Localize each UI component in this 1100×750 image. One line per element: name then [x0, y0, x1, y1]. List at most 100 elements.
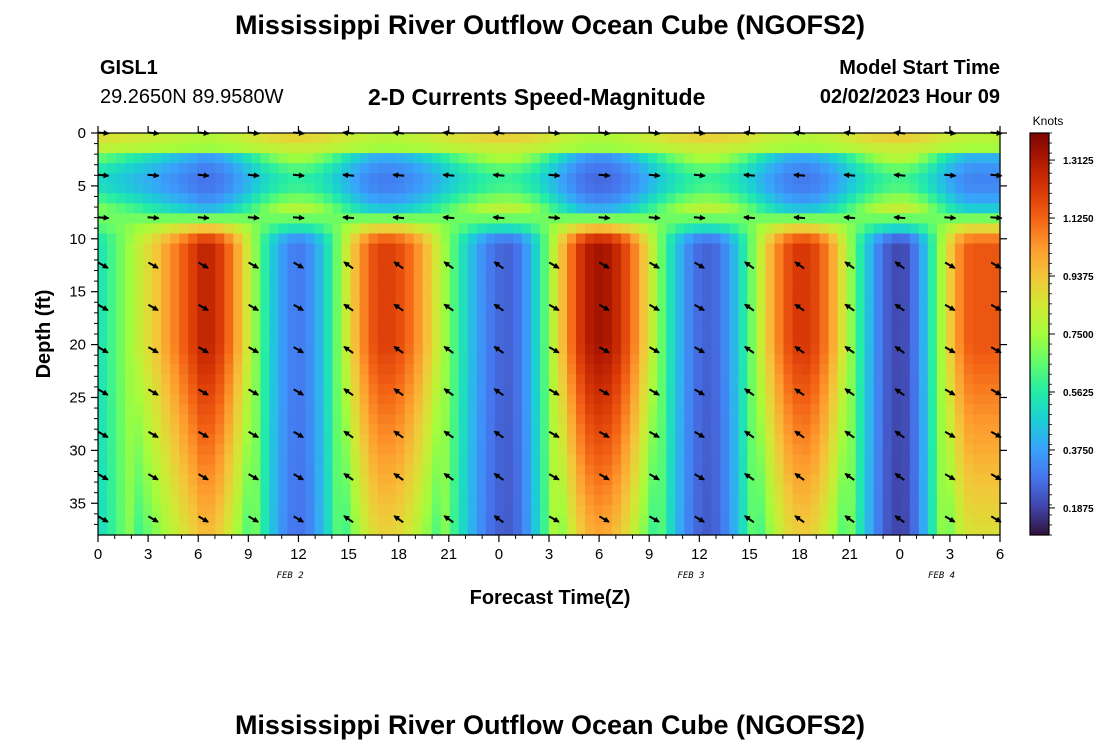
heatmap-cell — [567, 253, 577, 265]
heatmap-cell — [395, 454, 406, 466]
heatmap-cell — [720, 203, 730, 214]
heatmap-cell — [197, 153, 207, 164]
heatmap-cell — [882, 273, 893, 285]
heatmap-cell — [585, 354, 595, 365]
heatmap-cell — [819, 203, 830, 214]
heatmap-cell — [729, 303, 740, 315]
heatmap-cell — [864, 484, 875, 496]
heatmap-cell — [864, 444, 875, 456]
heatmap-cell — [350, 193, 361, 204]
current-vector-arrow — [147, 214, 160, 221]
heatmap-cell — [206, 504, 216, 516]
heatmap-cell — [693, 213, 703, 225]
heatmap-cell — [125, 454, 135, 466]
heatmap-cell — [359, 233, 370, 245]
heatmap-cell — [350, 454, 361, 466]
heatmap-cell — [774, 374, 785, 385]
heatmap-cell — [251, 143, 261, 154]
heatmap-cell — [711, 394, 721, 405]
heatmap-cell — [368, 464, 379, 476]
heatmap-cell — [819, 504, 830, 516]
heatmap-cell — [810, 484, 821, 496]
heatmap-cell — [431, 193, 442, 204]
heatmap-cell — [206, 303, 216, 315]
heatmap-cell — [936, 384, 947, 395]
heatmap-cell — [621, 444, 631, 456]
heatmap-cell — [585, 293, 595, 305]
heatmap-cell — [188, 143, 198, 154]
heatmap-cell — [612, 394, 622, 405]
heatmap-cell — [576, 183, 586, 194]
heatmap-cell — [972, 474, 983, 486]
heatmap-cell — [720, 173, 730, 184]
heatmap-cell — [467, 514, 478, 526]
heatmap-cell — [152, 163, 162, 174]
heatmap-cell — [666, 524, 676, 536]
heatmap-cell — [810, 273, 821, 285]
heatmap-cell — [765, 313, 776, 325]
heatmap-cell — [873, 163, 884, 174]
heatmap-cell — [269, 223, 279, 235]
heatmap-cell — [666, 394, 676, 405]
heatmap-cell — [458, 203, 469, 214]
heatmap-cell — [422, 173, 433, 184]
heatmap-cell — [449, 163, 460, 174]
heatmap-cell — [233, 424, 243, 436]
heatmap-cell — [287, 213, 298, 225]
heatmap-cell — [386, 313, 397, 325]
heatmap-cell — [449, 233, 460, 245]
heatmap-cell — [855, 293, 866, 305]
heatmap-cell — [476, 524, 487, 536]
heatmap-cell — [612, 303, 622, 315]
heatmap-cell — [332, 424, 343, 436]
heatmap-cell — [549, 263, 559, 275]
heatmap-cell — [395, 313, 406, 325]
current-vector-arrow — [598, 430, 610, 439]
heatmap-cell — [350, 303, 361, 315]
heatmap-cell — [774, 173, 785, 184]
heatmap-cell — [873, 253, 884, 265]
heatmap-cell — [305, 384, 316, 395]
heatmap-cell — [666, 223, 676, 235]
heatmap-cell — [909, 464, 920, 476]
heatmap-cell — [422, 293, 433, 305]
heatmap-cell — [972, 364, 983, 375]
heatmap-cell — [846, 313, 857, 325]
heatmap-cell — [945, 223, 956, 235]
heatmap-cell — [729, 494, 740, 506]
heatmap-cell — [350, 243, 361, 255]
heatmap-cell — [963, 193, 974, 204]
heatmap-cell — [368, 213, 379, 225]
heatmap-cell — [233, 193, 243, 204]
heatmap-cell — [440, 444, 451, 456]
heatmap-cell — [395, 323, 406, 335]
heatmap-cell — [539, 464, 550, 476]
heatmap-cell — [476, 334, 487, 345]
heatmap-cell — [458, 414, 469, 426]
heatmap-cell — [828, 183, 839, 194]
heatmap-cell — [143, 263, 153, 275]
heatmap-cell — [341, 474, 352, 486]
heatmap-cell — [576, 173, 586, 184]
heatmap-cell — [224, 283, 234, 295]
heatmap-cell — [873, 454, 884, 466]
heatmap-cell — [630, 494, 640, 506]
heatmap-cell — [639, 484, 649, 496]
heatmap-cell — [792, 334, 803, 345]
heatmap-cell — [215, 474, 225, 486]
heatmap-cell — [621, 223, 631, 235]
heatmap-cell — [215, 374, 225, 385]
heatmap-cell — [476, 143, 487, 154]
heatmap-cell — [314, 444, 325, 456]
heatmap-cell — [675, 404, 685, 415]
heatmap-cell — [323, 193, 334, 204]
heatmap-cell — [449, 183, 460, 194]
heatmap-cell — [810, 253, 821, 265]
heatmap-cell — [134, 303, 144, 315]
heatmap-cell — [125, 323, 135, 335]
heatmap-cell — [801, 434, 812, 446]
heatmap-cell — [954, 293, 965, 305]
current-vector-arrow — [443, 261, 454, 270]
heatmap-cell — [837, 434, 848, 446]
heatmap-cell — [449, 203, 460, 214]
